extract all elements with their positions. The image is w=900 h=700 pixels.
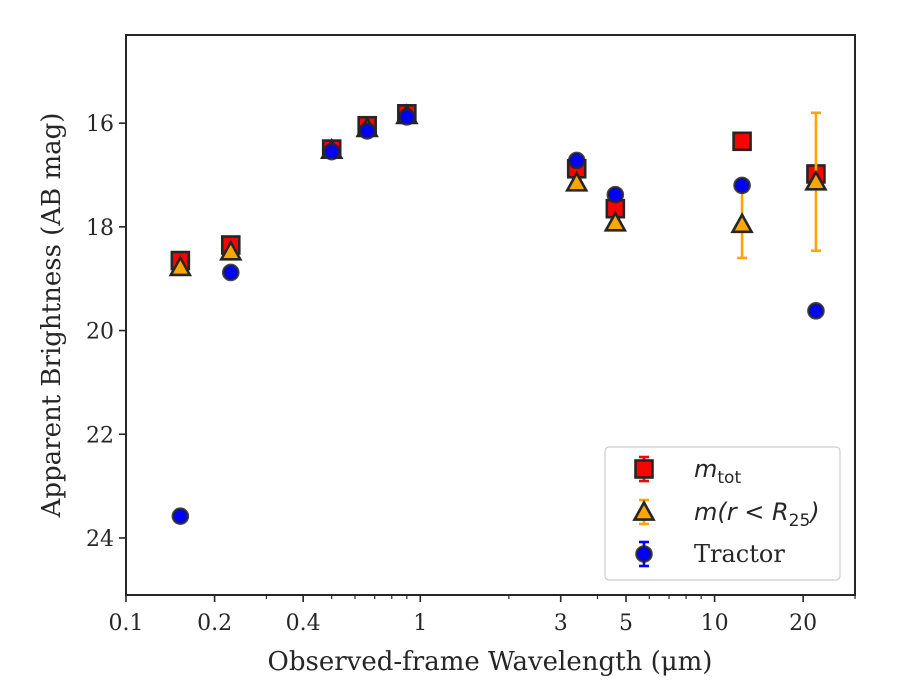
legend: mtot m(r < R25) Tractor: [604, 446, 841, 581]
legend-entry: mtot: [634, 455, 741, 488]
circle-marker: [606, 185, 625, 204]
legend-label: m(r < R25): [694, 498, 820, 531]
legend-entry: m(r < R25): [632, 498, 820, 531]
x-tick-label: 0.4: [286, 611, 321, 636]
triangle-marker: [603, 210, 628, 232]
data-point: [221, 263, 240, 282]
data-point: [732, 131, 752, 152]
legend-circle-marker: [635, 545, 653, 563]
triangle-marker: [804, 169, 828, 191]
data-point: [606, 185, 625, 204]
x-tick-label: 3: [554, 611, 568, 636]
x-tick-label: 10: [701, 611, 729, 636]
y-axis-label: Apparent Brightness (AB mag): [37, 113, 67, 519]
data-point: [219, 239, 243, 261]
data-point: [564, 170, 589, 192]
y-tick-label: 24: [86, 527, 114, 552]
data-point: [807, 302, 825, 320]
circle-marker: [567, 151, 586, 170]
legend-square-marker: [634, 459, 654, 479]
x-tick-label: 20: [789, 611, 817, 636]
y-tick-label: 18: [86, 216, 114, 241]
legend-triangle-marker: [632, 499, 656, 521]
y-tick-label: 22: [86, 423, 114, 448]
legend-entry: Tractor: [635, 540, 785, 568]
triangle-marker: [730, 212, 754, 234]
x-axis-label: Observed-frame Wavelength (μm): [268, 647, 713, 677]
circle-marker: [807, 302, 825, 320]
x-tick-label: 1: [413, 611, 427, 636]
x-tick-label: 0.1: [109, 611, 144, 636]
square-marker: [732, 131, 752, 152]
x-axis: 0.1 0.2 0.4 1 3 5 10 20: [109, 595, 856, 636]
triangle-marker: [219, 239, 243, 261]
legend-label: Tractor: [694, 540, 785, 568]
circle-marker: [358, 122, 376, 140]
circle-marker: [221, 263, 240, 282]
data-point: [322, 142, 341, 161]
circle-marker: [171, 507, 190, 525]
circle-marker: [398, 108, 416, 126]
series-layer: [168, 103, 828, 525]
data-point: [168, 255, 193, 277]
y-axis: 16 18 20 22 24: [86, 112, 126, 552]
triangle-marker: [168, 255, 193, 277]
data-point: [358, 122, 376, 140]
data-point: [603, 210, 628, 232]
y-tick-label: 20: [86, 320, 114, 345]
data-point: [171, 507, 190, 525]
data-point: [567, 151, 586, 170]
legend-box: [604, 446, 841, 581]
data-point: [733, 176, 751, 195]
data-point: [398, 108, 416, 126]
triangle-marker: [564, 170, 589, 192]
x-tick-label: 0.2: [197, 611, 232, 636]
series-tractor: [171, 108, 825, 525]
circle-marker: [322, 142, 341, 161]
data-point: [804, 111, 828, 253]
plot-frame: [125, 34, 856, 596]
y-tick-label: 16: [86, 112, 114, 137]
circle-marker: [733, 176, 751, 195]
legend-label: mtot: [694, 455, 741, 488]
x-tick-label: 5: [619, 611, 633, 636]
